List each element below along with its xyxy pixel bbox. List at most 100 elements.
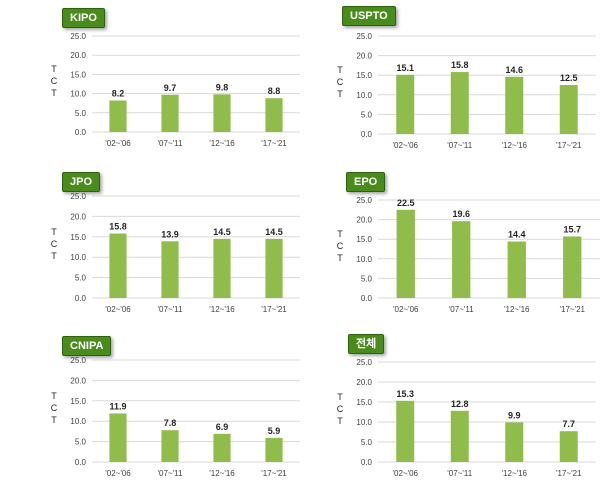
- bar: [450, 72, 469, 134]
- y-tick-label: 5.0: [75, 438, 87, 447]
- bar-chart-kipo: 0.0 5.0 10.0 15.0 20.0 25.0 T C T 8.2 '02~'06 9.7 '0…: [51, 32, 300, 148]
- y-tick-label: 20.0: [356, 378, 372, 387]
- chart-panel-jpo: JPO 0.0 5.0 10.0 15.0 20.0 25.0 T C T 15.8 '02~'06…: [0, 164, 306, 328]
- y-tick-label: 25.0: [356, 358, 372, 367]
- x-tick-label: '12~'16: [504, 305, 530, 314]
- chart-panel-total: 전체 0.0 5.0 10.0 15.0 20.0 25.0 T C T 15.3 '02~'06 1…: [306, 328, 612, 492]
- y-tick-label: 20.0: [70, 376, 86, 385]
- data-label: 7.8: [164, 418, 177, 428]
- bar: [161, 430, 179, 462]
- y-tick-label: 10.0: [356, 255, 372, 264]
- chart-title-badge: JPO: [62, 172, 101, 192]
- chart-panel-kipo: KIPO 0.0 5.0 10.0 15.0 20.0 25.0 T C T 8.2 '02~'06…: [0, 0, 306, 164]
- bar: [505, 76, 524, 134]
- bar: [161, 241, 179, 298]
- data-label: 15.8: [109, 222, 127, 232]
- chart-panel-uspto: USPTO 0.0 5.0 10.0 15.0 20.0 25.0 T C T 15.1 '02~'…: [306, 0, 612, 164]
- y-tick-label: 25.0: [70, 32, 86, 41]
- data-label: 12.8: [451, 399, 469, 409]
- bar: [396, 74, 415, 134]
- chart-title-badge: 전체: [348, 334, 385, 354]
- data-label: 9.7: [164, 83, 177, 93]
- x-tick-label: '12~'16: [501, 141, 527, 150]
- x-tick-label: '07~'11: [158, 469, 183, 478]
- data-label: 22.5: [397, 198, 415, 208]
- bar: [265, 238, 283, 298]
- x-tick-label: '02~'06: [393, 305, 419, 314]
- chart-panel-cnipa: CNIPA 0.0 5.0 10.0 15.0 20.0 25.0 T C T 11.9 '02~'…: [0, 328, 306, 492]
- y-tick-label: 5.0: [361, 274, 373, 283]
- y-tick-label: 10.0: [356, 418, 372, 427]
- x-tick-label: '02~'06: [105, 469, 131, 478]
- bar-chart-uspto: 0.0 5.0 10.0 15.0 20.0 25.0 T C T 15.1 '02~'06 15.8…: [337, 32, 596, 150]
- data-label: 11.9: [109, 401, 126, 411]
- bar: [161, 94, 179, 132]
- bar: [109, 100, 127, 132]
- y-tick-label: 20.0: [70, 212, 86, 221]
- y-tick-label: 0.0: [361, 458, 373, 467]
- chart-title-badge: KIPO: [62, 8, 105, 28]
- bar: [396, 400, 415, 462]
- chart-title-badge: USPTO: [342, 6, 396, 26]
- data-label: 14.4: [508, 230, 526, 240]
- data-label: 15.8: [451, 60, 469, 70]
- data-label: 13.9: [161, 229, 179, 239]
- y-tick-label: 25.0: [70, 192, 86, 201]
- x-tick-label: '17~'21: [261, 305, 287, 314]
- y-tick-label: 15.0: [356, 235, 372, 244]
- x-tick-label: '07~'11: [158, 305, 183, 314]
- data-label: 6.9: [216, 422, 229, 432]
- data-label: 15.1: [396, 63, 414, 73]
- x-tick-label: '12~'16: [209, 305, 235, 314]
- chart-title-badge: EPO: [346, 172, 386, 192]
- x-tick-label: '17~'21: [261, 139, 287, 148]
- y-tick-label: 0.0: [75, 128, 87, 137]
- chart-panel-epo: EPO 0.0 5.0 10.0 15.0 20.0 25.0 T C T 22.5 '02~'06…: [306, 164, 612, 328]
- bar-chart-jpo: 0.0 5.0 10.0 15.0 20.0 25.0 T C T 15.8 '02~'06 13.9…: [51, 192, 300, 314]
- data-label: 8.8: [268, 86, 281, 96]
- data-label: 7.7: [562, 419, 575, 429]
- y-tick-label: 20.0: [356, 216, 372, 225]
- bar: [109, 413, 127, 462]
- y-tick-label: 15.0: [70, 70, 86, 79]
- data-label: 15.3: [396, 389, 414, 399]
- x-tick-label: '07~'11: [449, 305, 474, 314]
- x-tick-label: '12~'16: [209, 139, 235, 148]
- bar: [213, 94, 231, 132]
- bar: [265, 437, 283, 462]
- y-tick-label: 5.0: [75, 274, 87, 283]
- y-tick-label: 15.0: [356, 398, 372, 407]
- y-tick-label: 10.0: [356, 91, 372, 100]
- bar: [109, 233, 127, 298]
- y-tick-label: 0.0: [75, 458, 87, 467]
- bar-chart-cnipa: 0.0 5.0 10.0 15.0 20.0 25.0 T C T 11.9 '02~'06 7.8 '…: [51, 356, 300, 478]
- x-tick-label: '02~'06: [392, 141, 418, 150]
- data-label: 19.6: [452, 209, 470, 219]
- x-tick-label: '02~'06: [105, 305, 131, 314]
- data-label: 9.9: [508, 410, 521, 420]
- data-label: 14.5: [265, 227, 283, 237]
- y-tick-label: 15.0: [356, 71, 372, 80]
- bar: [213, 238, 231, 298]
- bar: [563, 236, 582, 298]
- data-label: 8.2: [112, 89, 125, 99]
- y-tick-label: 10.0: [70, 90, 86, 99]
- y-tick-label: 25.0: [356, 196, 372, 205]
- bar: [559, 431, 578, 462]
- y-tick-label: 15.0: [70, 233, 86, 242]
- data-label: 12.5: [560, 73, 578, 83]
- bar: [505, 422, 524, 462]
- x-tick-label: '12~'16: [501, 469, 527, 478]
- data-label: 14.5: [213, 227, 231, 237]
- bar-chart-total: 0.0 5.0 10.0 15.0 20.0 25.0 T C T 15.3 '02~'06 12.8…: [337, 358, 596, 478]
- y-tick-label: 25.0: [70, 356, 86, 365]
- chart-title-badge: CNIPA: [62, 336, 112, 356]
- bar: [450, 410, 469, 462]
- bar: [452, 221, 471, 298]
- bar: [213, 433, 231, 462]
